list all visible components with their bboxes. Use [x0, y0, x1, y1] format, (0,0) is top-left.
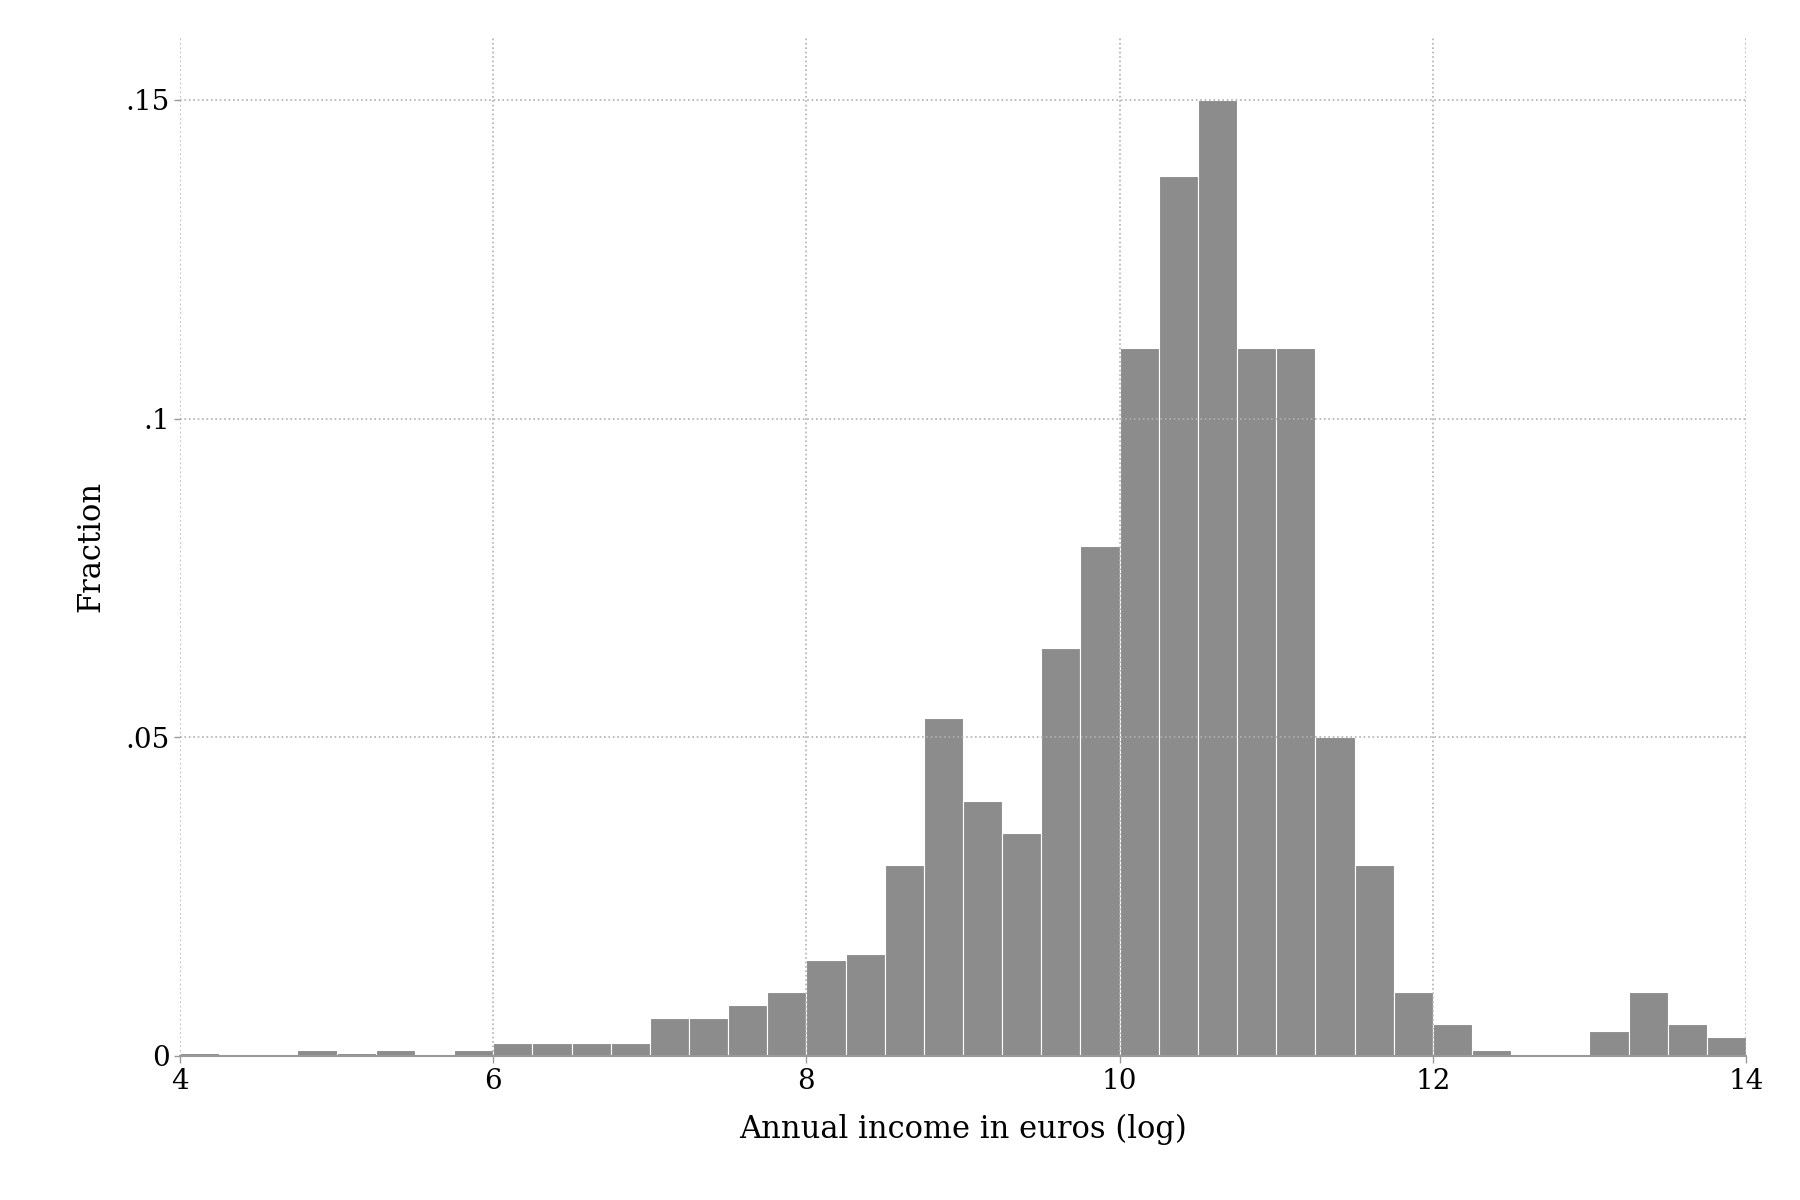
- Bar: [1472, 1050, 1512, 1056]
- Bar: [180, 1052, 220, 1056]
- Bar: [963, 802, 1003, 1056]
- Bar: [493, 1043, 533, 1056]
- Bar: [337, 1052, 376, 1056]
- Bar: [454, 1050, 493, 1056]
- Bar: [886, 865, 923, 1056]
- Bar: [1706, 1037, 1746, 1056]
- Bar: [297, 1050, 337, 1056]
- Bar: [1003, 833, 1042, 1056]
- Bar: [533, 1043, 572, 1056]
- Bar: [1316, 737, 1355, 1056]
- Bar: [1629, 992, 1669, 1056]
- Bar: [689, 1018, 727, 1056]
- Y-axis label: Fraction: Fraction: [76, 480, 106, 612]
- Bar: [729, 1006, 767, 1056]
- Bar: [572, 1043, 610, 1056]
- Bar: [610, 1043, 650, 1056]
- Bar: [1589, 1031, 1629, 1056]
- X-axis label: Annual income in euros (log): Annual income in euros (log): [740, 1115, 1186, 1146]
- Bar: [1042, 648, 1080, 1056]
- Bar: [1080, 546, 1120, 1056]
- Bar: [1276, 348, 1316, 1056]
- Bar: [806, 960, 846, 1056]
- Bar: [1237, 348, 1276, 1056]
- Bar: [767, 992, 806, 1056]
- Bar: [1355, 865, 1393, 1056]
- Bar: [650, 1018, 689, 1056]
- Bar: [846, 954, 886, 1056]
- Bar: [376, 1050, 414, 1056]
- Bar: [1199, 100, 1237, 1056]
- Bar: [1393, 992, 1433, 1056]
- Bar: [1159, 176, 1199, 1056]
- Bar: [923, 718, 963, 1056]
- Bar: [1433, 1024, 1472, 1056]
- Bar: [1669, 1024, 1706, 1056]
- Bar: [1120, 348, 1159, 1056]
